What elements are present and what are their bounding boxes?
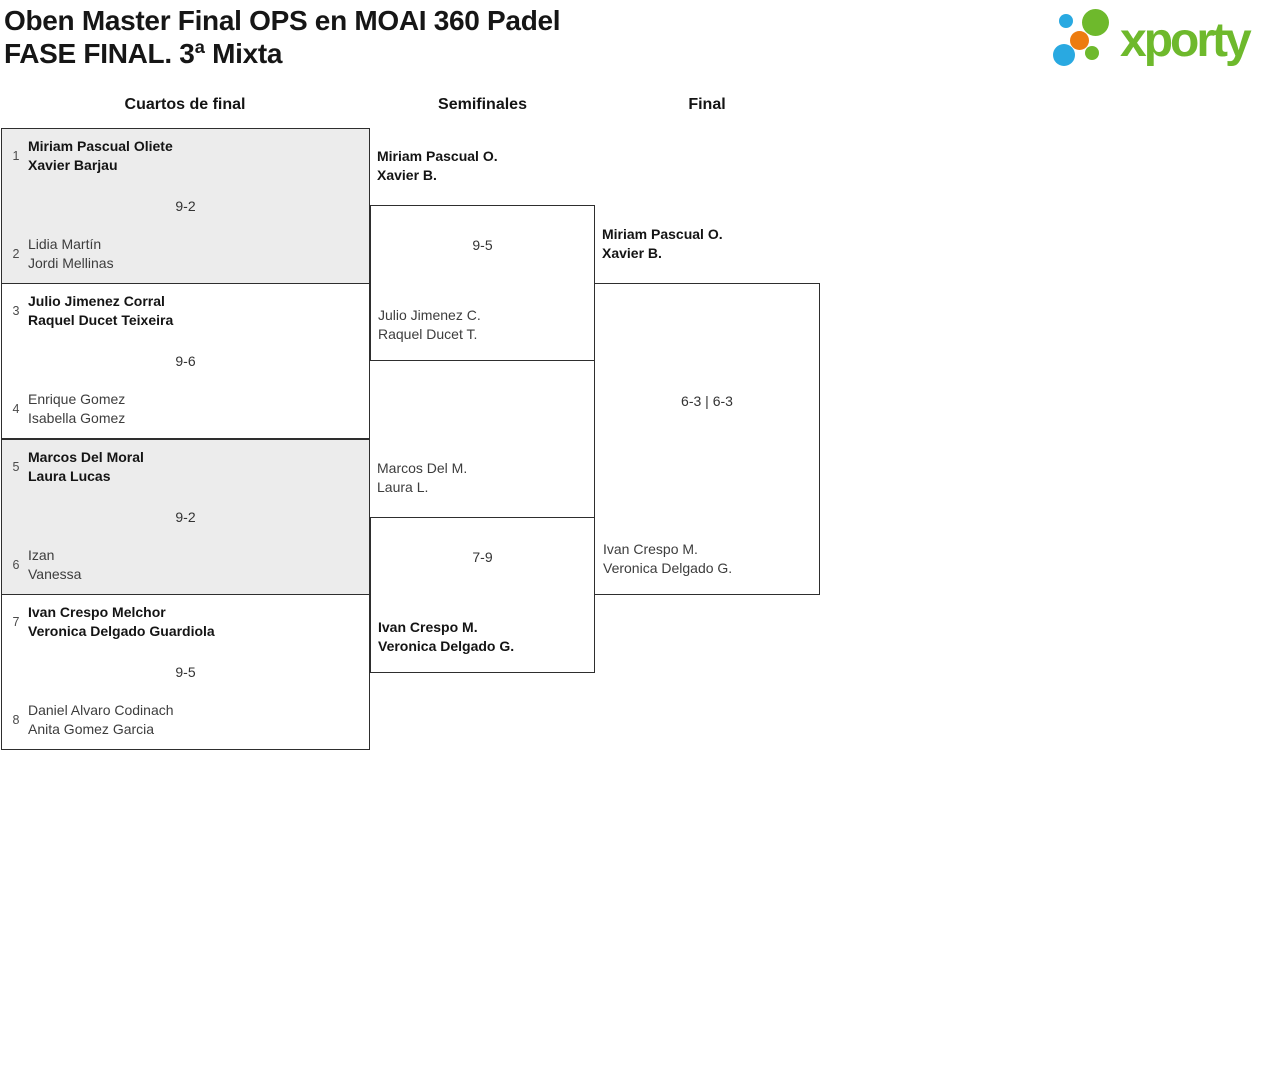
- sf-match-2[interactable]: 7-9 Ivan Crespo M. Veronica Delgado G.: [370, 517, 595, 673]
- logo-dot-green-small-icon: [1085, 46, 1099, 60]
- player-2: Xavier Barjau: [28, 157, 118, 173]
- qf-match-2[interactable]: 3 Julio Jimenez Corral Raquel Ducet Teix…: [1, 283, 370, 439]
- player-2: Laura Lucas: [28, 468, 111, 484]
- title-line-2: FASE FINAL. 3ª Mixta: [4, 38, 283, 69]
- final-top-team: Miriam Pascual O. Xavier B.: [602, 225, 723, 263]
- round-header-semifinales: Semifinales: [438, 96, 527, 113]
- player-2: Veronica Delgado Guardiola: [28, 623, 215, 639]
- player-1: Miriam Pascual Oliete: [28, 138, 173, 154]
- team-name: Marcos Del Moral Laura Lucas: [28, 448, 144, 486]
- seed-number: 5: [12, 460, 20, 474]
- player-2: Raquel Ducet Teixeira: [28, 312, 174, 328]
- player-1: Ivan Crespo M.: [603, 541, 698, 557]
- title-line-1: Oben Master Final OPS en MOAI 360 Padel: [4, 5, 561, 36]
- team-name: Enrique Gomez Isabella Gomez: [28, 390, 125, 428]
- player-2: Veronica Delgado G.: [378, 638, 515, 654]
- sf1-top-team: Miriam Pascual O. Xavier B.: [377, 147, 498, 185]
- team-row: 4 Enrique Gomez Isabella Gomez: [4, 390, 361, 428]
- qf-match-1[interactable]: 1 Miriam Pascual Oliete Xavier Barjau 9-…: [1, 128, 370, 284]
- match-score: 9-5: [175, 664, 196, 680]
- qf-match-4[interactable]: 7 Ivan Crespo Melchor Veronica Delgado G…: [1, 594, 370, 750]
- sf2-bottom-team: Ivan Crespo M. Veronica Delgado G.: [378, 618, 514, 656]
- player-2: Jordi Mellinas: [28, 255, 114, 271]
- seed-number: 7: [12, 615, 20, 629]
- player-1: Julio Jimenez C.: [378, 307, 481, 323]
- sf1-bottom-team: Julio Jimenez C. Raquel Ducet T.: [378, 306, 481, 344]
- round-header-final: Final: [688, 96, 726, 113]
- seed-number: 4: [12, 402, 20, 416]
- match-score: 9-2: [175, 198, 196, 214]
- sf-match-1[interactable]: 9-5 Julio Jimenez C. Raquel Ducet T.: [370, 205, 595, 361]
- seed-number: 8: [12, 713, 20, 727]
- player-1: Ivan Crespo M.: [378, 619, 478, 635]
- match-score: 9-5: [472, 237, 493, 253]
- seed-number: 6: [12, 558, 20, 572]
- match-score: 7-9: [472, 549, 493, 565]
- team-row: 2 Lidia Martín Jordi Mellinas: [4, 235, 361, 273]
- player-1: Daniel Alvaro Codinach: [28, 702, 174, 718]
- team-name: Julio Jimenez Corral Raquel Ducet Teixei…: [28, 292, 173, 330]
- player-1: Miriam Pascual O.: [377, 148, 498, 164]
- sf2-top-team: Marcos Del M. Laura L.: [377, 459, 467, 497]
- player-2: Xavier B.: [377, 167, 437, 183]
- player-2: Veronica Delgado G.: [603, 560, 733, 576]
- team-row: 3 Julio Jimenez Corral Raquel Ducet Teix…: [4, 292, 361, 330]
- player-2: Laura L.: [377, 479, 429, 495]
- player-2: Anita Gomez Garcia: [28, 721, 155, 737]
- team-row: 6 Izan Vanessa: [4, 546, 361, 584]
- player-1: Ivan Crespo Melchor: [28, 604, 166, 620]
- logo-dot-blue-large-icon: [1053, 44, 1075, 66]
- logo-dot-blue-small-icon: [1059, 14, 1073, 28]
- xporty-logo[interactable]: xporty: [1048, 8, 1276, 74]
- team-name: Ivan Crespo Melchor Veronica Delgado Gua…: [28, 603, 215, 641]
- player-2: Isabella Gomez: [28, 410, 126, 426]
- player-2: Vanessa: [28, 566, 82, 582]
- player-1: Enrique Gomez: [28, 391, 126, 407]
- team-row: 5 Marcos Del Moral Laura Lucas: [4, 448, 361, 486]
- logo-dot-orange-icon: [1070, 31, 1089, 50]
- player-1: Marcos Del Moral: [28, 449, 144, 465]
- final-match[interactable]: 6-3 | 6-3 Ivan Crespo M. Veronica Delgad…: [594, 283, 820, 595]
- logo-wordmark: xporty: [1120, 14, 1252, 67]
- round-header-cuartos: Cuartos de final: [124, 96, 246, 113]
- player-1: Julio Jimenez Corral: [28, 293, 165, 309]
- match-score: 6-3 | 6-3: [681, 393, 733, 409]
- page-title: Oben Master Final OPS en MOAI 360 Padel …: [4, 4, 561, 70]
- final-bottom-team: Ivan Crespo M. Veronica Delgado G.: [603, 540, 732, 578]
- seed-number: 2: [12, 247, 20, 261]
- match-score: 9-6: [175, 353, 196, 369]
- team-name: Izan Vanessa: [28, 546, 81, 584]
- logo-dot-green-large-icon: [1082, 9, 1109, 36]
- player-1: Lidia Martín: [28, 236, 102, 252]
- player-1: Marcos Del M.: [377, 460, 468, 476]
- seed-number: 3: [12, 304, 20, 318]
- qf-match-3[interactable]: 5 Marcos Del Moral Laura Lucas 9-2 6 Iza…: [1, 439, 370, 595]
- player-1: Izan: [28, 547, 55, 563]
- team-name: Daniel Alvaro Codinach Anita Gomez Garci…: [28, 701, 174, 739]
- team-name: Miriam Pascual Oliete Xavier Barjau: [28, 137, 173, 175]
- team-row: 1 Miriam Pascual Oliete Xavier Barjau: [4, 137, 361, 175]
- team-row: 7 Ivan Crespo Melchor Veronica Delgado G…: [4, 603, 361, 641]
- player-1: Miriam Pascual O.: [602, 226, 723, 242]
- seed-number: 1: [12, 149, 20, 163]
- player-2: Raquel Ducet T.: [378, 326, 478, 342]
- team-name: Lidia Martín Jordi Mellinas: [28, 235, 114, 273]
- match-score: 9-2: [175, 509, 196, 525]
- player-2: Xavier B.: [602, 245, 662, 261]
- team-row: 8 Daniel Alvaro Codinach Anita Gomez Gar…: [4, 701, 361, 739]
